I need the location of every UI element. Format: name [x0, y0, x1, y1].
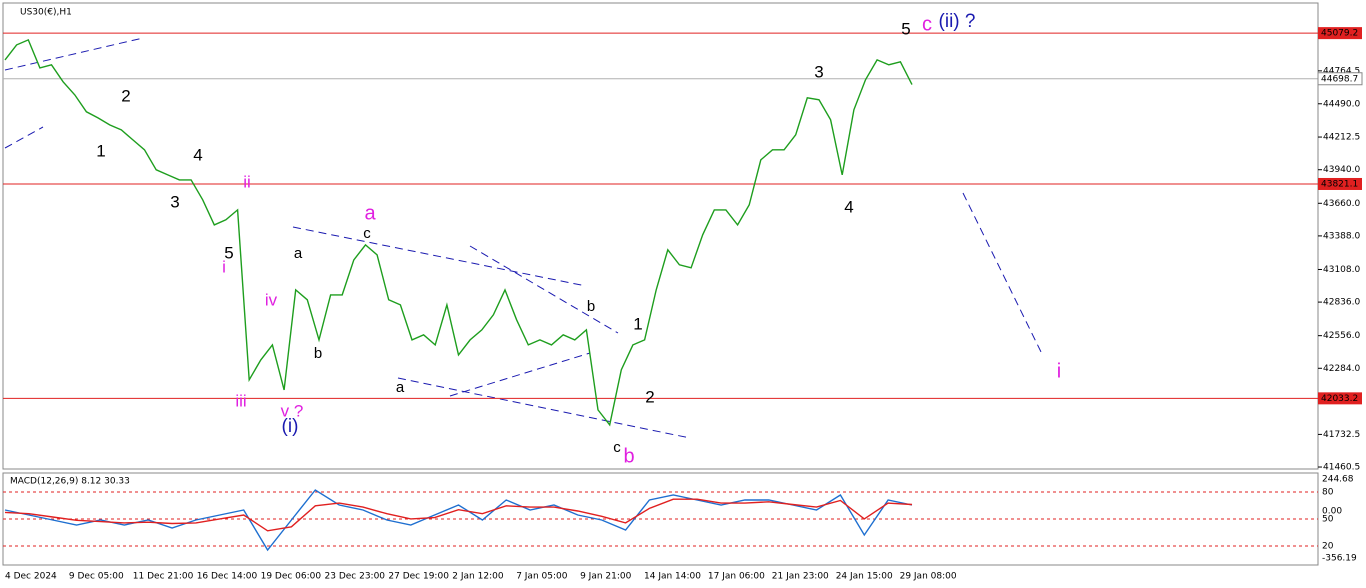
level-label-box [1318, 177, 1362, 190]
wave-label: c [922, 13, 932, 35]
trendline [4, 37, 144, 71]
wave-label: v ? [281, 401, 304, 420]
trendline [469, 245, 619, 334]
trendline [962, 192, 1044, 357]
wave-label: b [623, 445, 634, 467]
wave-label: (ii) ? [939, 11, 976, 32]
level-label: 42033.2 [1321, 394, 1358, 404]
macd-scale-label: 20 [1322, 542, 1334, 552]
y-tick-label: 42284.0 [1323, 364, 1360, 374]
macd-line [4, 489, 913, 552]
trendline [292, 226, 587, 287]
wave-label: b [314, 345, 322, 362]
x-tick-label: 4 Dec 2024 [5, 572, 57, 582]
x-tick-label: 9 Dec 05:00 [69, 572, 124, 582]
trendline [449, 352, 591, 397]
x-tick-label: 21 Jan 23:00 [772, 572, 829, 582]
wave-label: (i) [282, 416, 299, 437]
y-tick-label: 43108.0 [1323, 265, 1360, 275]
macd-scale-label: 0.00 [1322, 507, 1342, 517]
y-tick-label: 44212.5 [1323, 133, 1360, 143]
chart-title: US30(€),H1 [20, 8, 72, 18]
wave-label: ii [243, 172, 251, 191]
wave-label: 4 [844, 197, 853, 216]
y-tick-label: 42556.0 [1323, 331, 1360, 341]
wave-label: 1 [633, 314, 642, 333]
y-tick-label: 43940.0 [1323, 165, 1360, 175]
current-price-label: 44698.7 [1321, 74, 1358, 84]
level-label-box [1318, 392, 1362, 405]
x-tick-label: 17 Jan 06:00 [708, 572, 765, 582]
wave-label: i [1057, 360, 1061, 382]
macd-scale-label: 80 [1322, 488, 1334, 498]
y-tick-label: 42836.0 [1323, 298, 1360, 308]
trendline [4, 126, 44, 149]
x-tick-label: 19 Dec 06:00 [261, 572, 322, 582]
y-tick-label: 44764.5 [1323, 66, 1360, 76]
level-label-box [1318, 27, 1362, 40]
wave-label: iii [235, 391, 246, 410]
wave-label: i [222, 257, 226, 276]
macd-line [4, 498, 913, 532]
y-tick-label: 43660.0 [1323, 199, 1360, 209]
y-tick-label: 43388.0 [1323, 231, 1360, 241]
x-tick-label: 24 Jan 15:00 [836, 572, 893, 582]
price-line [4, 38, 913, 427]
wave-label: 5 [901, 19, 910, 38]
wave-label: iv [265, 290, 278, 309]
wave-label: 2 [121, 86, 130, 105]
macd-title: MACD(12,26,9) 8.12 30.33 [10, 477, 130, 487]
wave-label: 2 [645, 387, 654, 406]
wave-label: a [294, 245, 303, 262]
x-tick-label: 29 Jan 08:00 [900, 572, 957, 582]
x-tick-label: 16 Dec 14:00 [197, 572, 258, 582]
y-tick-label: 41732.5 [1323, 430, 1360, 440]
x-tick-label: 11 Dec 21:00 [133, 572, 194, 582]
level-label: 43821.1 [1321, 179, 1358, 189]
y-tick-label: 44490.0 [1323, 99, 1360, 109]
y-tick-label: 41460.5 [1323, 463, 1360, 473]
wave-label: b [587, 298, 595, 315]
wave-label: 1 [96, 141, 105, 160]
wave-label: a [364, 202, 376, 224]
wave-label: 3 [814, 62, 823, 81]
macd-scale-label: 50 [1322, 515, 1334, 525]
wave-label: 3 [170, 192, 179, 211]
level-label: 45079.2 [1321, 29, 1358, 39]
trendlines [4, 37, 1044, 439]
trendline [397, 377, 691, 439]
wave-label: c [363, 225, 371, 242]
x-tick-label: 9 Jan 21:00 [580, 572, 632, 582]
macd-scale-label: 244.68 [1322, 475, 1354, 485]
wave-label: 4 [193, 145, 202, 164]
wave-label: c [613, 439, 621, 456]
x-tick-label: 7 Jan 05:00 [516, 572, 568, 582]
x-tick-label: 14 Jan 14:00 [644, 572, 701, 582]
wave-label: 5 [224, 243, 233, 262]
x-tick-label: 23 Dec 23:00 [325, 572, 386, 582]
wave-label: a [396, 379, 405, 396]
x-tick-label: 2 Jan 12:00 [452, 572, 504, 582]
current-price-box [1317, 72, 1363, 86]
macd-scale-label: -356.19 [1322, 554, 1357, 564]
x-tick-label: 27 Dec 19:00 [388, 572, 449, 582]
price-panel [2, 2, 1319, 470]
